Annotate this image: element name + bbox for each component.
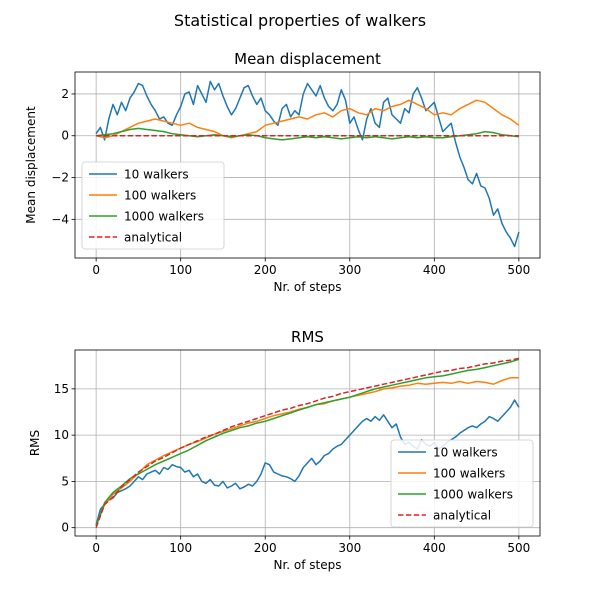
- legend-label: 100 walkers: [124, 189, 196, 203]
- chart-rms: 0 100 200 300 400 500 0 5 10 15 RMS Nr. of steps RMS…: [28, 328, 541, 572]
- y-tick-label: −4: [51, 212, 69, 226]
- x-tick-label: 0: [92, 263, 100, 277]
- x-tick-label: 100: [169, 541, 192, 555]
- x-tick-label: 400: [423, 263, 446, 277]
- x-tick-label: 200: [254, 263, 277, 277]
- rms-chart-title: RMS: [291, 328, 324, 346]
- x-tick-label: 500: [507, 263, 530, 277]
- legend-label: 100 walkers: [433, 467, 505, 481]
- chart-mean-displacement: 0 100 200 300 400 500 −4 −2 0 2 Mean displacement N…: [24, 50, 541, 294]
- rms-y-axis-label: RMS: [28, 430, 42, 456]
- axes-frame: [74, 349, 541, 537]
- legend-label: 10 walkers: [124, 168, 189, 182]
- legend-label: analytical: [124, 231, 182, 245]
- mean-legend: 10 walkers 100 walkers 1000 walkers analyti…: [81, 161, 225, 250]
- legend-box: [390, 439, 534, 528]
- mean-chart-title: Mean displacement: [234, 50, 381, 68]
- rms-x-axis-label: Nr. of steps: [273, 558, 341, 572]
- x-tick-label: 100: [169, 263, 192, 277]
- y-tick-label: 15: [54, 382, 69, 396]
- x-tick-label: 500: [507, 541, 530, 555]
- legend-box: [81, 161, 225, 250]
- x-tick-label: 300: [338, 263, 361, 277]
- x-tick-label: 0: [92, 541, 100, 555]
- legend-label: 1000 walkers: [124, 210, 204, 224]
- legend-label: analytical: [433, 509, 491, 523]
- mean-y-axis-label: Mean displacement: [24, 106, 38, 224]
- series-line-100-walkers: [95, 99, 520, 139]
- y-tick-label: 0: [61, 129, 69, 143]
- x-tick-label: 200: [254, 541, 277, 555]
- rms-legend: 10 walkers 100 walkers 1000 walkers analyti…: [390, 439, 534, 528]
- series-line-1000-walkers: [96, 127, 519, 141]
- y-tick-label: 2: [61, 87, 69, 101]
- y-tick-label: 5: [61, 474, 69, 488]
- x-tick-label: 300: [338, 541, 361, 555]
- y-tick-label: 0: [61, 521, 69, 535]
- figure-title: Statistical properties of walkers: [174, 11, 426, 30]
- axes-frame: [74, 71, 541, 259]
- x-tick-label: 400: [423, 541, 446, 555]
- y-tick-label: 10: [54, 428, 69, 442]
- legend-label: 1000 walkers: [433, 488, 513, 502]
- series-line-1000-walkers: [95, 358, 520, 527]
- y-tick-label: −2: [51, 171, 69, 185]
- series-line-analytical: [95, 357, 520, 528]
- legend-label: 10 walkers: [433, 446, 498, 460]
- mean-x-axis-label: Nr. of steps: [273, 280, 341, 294]
